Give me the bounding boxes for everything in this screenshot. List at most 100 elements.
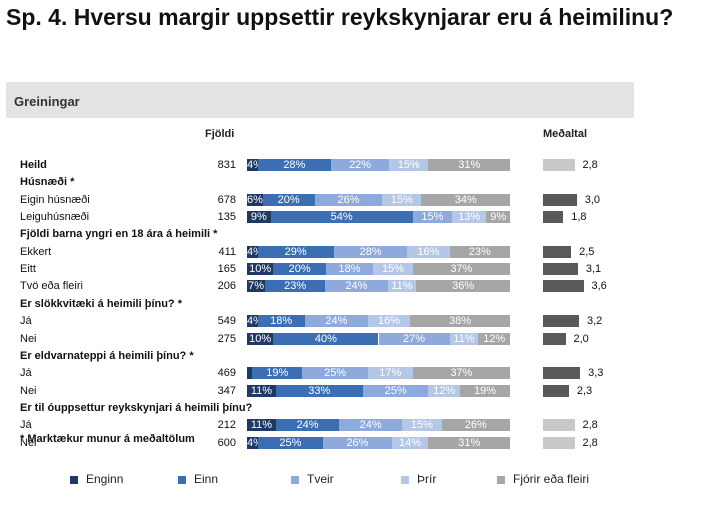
bar-segment: 11% <box>449 332 479 345</box>
bar-segment: 37% <box>412 263 510 276</box>
row-label: Nei <box>20 332 37 345</box>
mean-bar <box>543 263 578 276</box>
chart-row: Leiguhúsnæði 135 9% 54% 15% 13% 9% 1,8 <box>0 210 713 224</box>
row-count: 206 <box>217 280 236 293</box>
bar-segment: 38% <box>410 315 510 328</box>
chart-legend: Enginn Einn Tveir Þrír Fjórir eða fleiri <box>0 472 713 486</box>
row-label: Nei <box>20 384 37 397</box>
legend-swatch <box>178 476 186 484</box>
bar-segment: 24% <box>339 419 403 432</box>
bar-segment: 28% <box>257 159 332 171</box>
mean-value: 3,2 <box>587 315 603 328</box>
row-label: Húsnæði * <box>20 176 75 189</box>
mean-value: 2,8 <box>582 419 598 432</box>
bar-segment: 15% <box>389 159 429 171</box>
legend-swatch <box>70 476 78 484</box>
chart-row: Ekkert 411 4% 29% 28% 16% 23% 2,5 <box>0 245 713 259</box>
section-heading: Er eldvarnateppi á heimili þínu? * <box>0 349 713 363</box>
bar-segment: 9% <box>247 211 271 224</box>
mean-bar <box>543 332 566 345</box>
bar-segment: 4% <box>247 315 263 328</box>
row-label: Nei <box>20 436 37 449</box>
bar-segment: 25% <box>302 367 368 380</box>
bar-segment: 10% <box>247 332 274 345</box>
row-count: 212 <box>217 419 236 432</box>
row-label: Ekkert <box>20 245 52 258</box>
bar-segment: 16% <box>367 315 411 328</box>
mean-value: 3,1 <box>585 263 602 276</box>
bar-segment: 28% <box>333 245 408 258</box>
mean-bar <box>543 436 575 449</box>
footnote: * Marktækur munur á meðaltölum <box>20 433 195 445</box>
bar-segment: 36% <box>416 280 510 293</box>
bar-segment: 14% <box>391 436 429 449</box>
chart-row: Já 549 4% 18% 24% 16% 38% 3,2 <box>0 314 713 328</box>
row-count: 678 <box>217 193 236 206</box>
mean-value: 2,5 <box>579 245 595 258</box>
section-heading: Fjöldi barna yngri en 18 ára á heimili * <box>0 227 713 241</box>
bar-segment: 12% <box>428 384 461 397</box>
mean-value: 2,0 <box>573 332 589 345</box>
stacked-bar: 4% 25% 26% 14% 31% <box>247 436 510 449</box>
bar-segment: 15% <box>382 193 422 206</box>
row-label: Já <box>20 419 32 432</box>
bar-segment: 15% <box>402 419 442 432</box>
chart-title: Sp. 4. Hversu margir uppsettir reykskynj… <box>6 4 674 30</box>
legend-label: Einn <box>194 472 219 486</box>
bar-segment: 19% <box>460 384 510 397</box>
bar-segment: 26% <box>323 436 392 449</box>
bar-segment: 17% <box>367 367 413 380</box>
bar-segment: 12% <box>478 332 510 345</box>
stacked-bar: 10% 40% 27% 11% 12% <box>247 332 510 345</box>
mean-bar <box>543 193 577 206</box>
bar-segment: 15% <box>373 263 413 276</box>
row-label: Eitt <box>20 263 36 276</box>
bar-segment: 27% <box>378 332 450 345</box>
chart-row: Já 212 11% 24% 24% 15% 26% 2,8 <box>0 418 713 432</box>
bar-segment: 10% <box>247 263 274 276</box>
mean-value: 3,0 <box>584 193 601 206</box>
bar-segment: 54% <box>270 211 413 224</box>
bar-segment: 23% <box>449 245 510 258</box>
bar-segment: 20% <box>273 263 326 276</box>
section-heading: Er slökkvitæki á heimili þínu? * <box>0 297 713 311</box>
row-count: 411 <box>218 245 236 258</box>
mean-bar <box>543 159 575 171</box>
bar-segment: 23% <box>265 280 326 293</box>
mean-value: 1,8 <box>571 211 587 224</box>
mean-bar <box>543 419 575 432</box>
mean-value: 3,6 <box>591 280 607 293</box>
stacked-bar: 6% 20% 26% 15% 34% <box>247 193 510 206</box>
row-count: 165 <box>217 263 236 276</box>
row-count: 600 <box>217 436 236 449</box>
chart-row: Heild 831 4% 28% 22% 15% 31% 2,8 <box>0 158 713 172</box>
mean-header: Meðaltal <box>543 128 588 140</box>
bar-segment: 6% <box>247 193 263 206</box>
row-count: 469 <box>217 367 236 380</box>
chart-row: Tvö eða fleiri 206 7% 23% 24% 11% 36% 3,6 <box>0 279 713 293</box>
bar-segment: 26% <box>441 419 510 432</box>
bar-segment: 9% <box>486 211 510 224</box>
bar-segment: 16% <box>407 245 450 258</box>
group-label: Greiningar <box>14 94 80 109</box>
mean-bar <box>543 245 572 258</box>
bar-segment: 20% <box>262 193 315 206</box>
chart-row: Já 469 19% 25% 17% 37% 3,3 <box>0 366 713 380</box>
row-label: Eigin húsnæði <box>20 193 90 206</box>
stacked-bar: 11% 24% 24% 15% 26% <box>247 419 510 432</box>
bar-segment: 18% <box>325 263 374 276</box>
row-count: 275 <box>217 332 236 345</box>
row-label: Já <box>20 367 32 380</box>
mean-value: 3,3 <box>588 367 604 380</box>
bar-segment: 37% <box>412 367 510 380</box>
bar-segment: 13% <box>452 211 487 224</box>
stacked-bar: 9% 54% 15% 13% 9% <box>247 211 510 224</box>
row-label: Já <box>20 315 32 328</box>
bar-segment <box>247 367 253 380</box>
mean-bar <box>543 280 584 293</box>
bar-segment: 31% <box>428 436 510 449</box>
bar-segment: 7% <box>247 280 266 293</box>
bar-segment: 4% <box>247 245 263 258</box>
bar-segment: 11% <box>247 384 276 397</box>
